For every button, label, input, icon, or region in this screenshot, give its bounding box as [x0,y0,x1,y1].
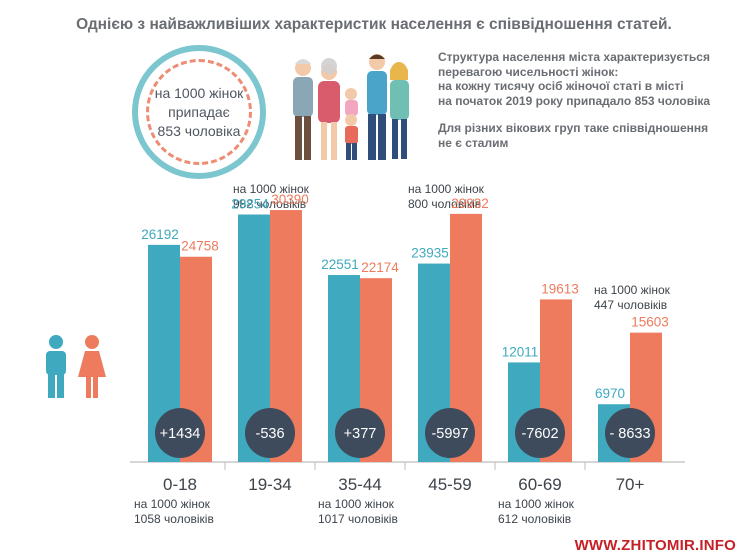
intro-line: Структура населення міста характеризуєть… [438,50,710,64]
ratio-note-line: 982 чоловіків [233,197,307,211]
ratio-note-19-34: на 1000 жінок 982 чоловіків [233,182,309,212]
ratio-note-60-69: на 1000 жінок 612 чоловіків [498,497,574,527]
ratio-note-line: 612 чоловіків [498,512,572,526]
difference-label: +377 [344,426,377,442]
x-axis-tick-label: 45-59 [428,475,471,494]
ratio-note-line: 447 чоловіків [594,298,668,312]
ratio-note-45-59: на 1000 жінок 800 чоловіків [408,182,484,212]
male-figure-icon [46,335,66,398]
ratio-note-line: 800 чоловіків [408,197,482,211]
bar-value-label-men: 12011 [502,344,539,359]
x-axis-tick-label: 0-18 [163,475,197,494]
difference-label: -5997 [431,426,468,442]
ratio-note-line: 1017 чоловіків [318,512,398,526]
bar-value-label-men: 6970 [595,386,625,401]
bar-value-label-men: 29854 [231,197,269,212]
bar-value-label-women: 29932 [451,196,489,211]
intro-line: на початок 2019 року припадало 853 чолов… [438,93,711,108]
difference-circle [335,408,385,458]
bar-value-label-women: 15603 [631,315,669,330]
badge-line-1: на 1000 жінок [154,84,244,101]
badge-line-2: припадає [168,103,230,120]
bar-value-label-men: 22551 [321,257,359,272]
bar-value-label-women: 22174 [361,260,399,275]
ratio-note-line: на 1000 жінок [233,182,309,196]
x-axis-tick-label: 19-34 [248,475,291,494]
difference-circle [155,408,205,458]
difference-circle [425,408,475,458]
intro-line: Для різних вікових груп таке співвідноше… [438,121,709,135]
ratio-note-line: на 1000 жінок [408,182,484,196]
bar-value-label-men: 23935 [411,246,449,261]
badge-line-3: 853 чоловіка [157,122,241,139]
ratio-note-line: на 1000 жінок [134,497,210,511]
ratio-note-line: на 1000 жінок [498,497,574,511]
bar-value-label-women: 30390 [271,192,309,207]
ratio-badge: на 1000 жінок припадає 853 чоловіка [132,45,266,179]
bar-value-label-women: 24758 [181,239,219,254]
x-axis-tick-label: 35-44 [338,475,381,494]
difference-label: - 8633 [609,426,650,442]
intro-line: на кожну тисячу осіб жіночої статі в міс… [438,79,684,93]
intro-text: Структура населення міста характеризуєть… [438,50,738,163]
bar-value-label-men: 26192 [141,227,179,242]
x-axis-tick-label: 60-69 [518,475,561,494]
ratio-note-line: на 1000 жінок [318,497,394,511]
difference-circle [515,408,565,458]
difference-circle [605,408,655,458]
ratio-note-35-44: на 1000 жінок 1017 чоловіків [318,497,398,527]
x-axis-tick-label: 70+ [616,475,645,494]
difference-label: -7602 [521,426,558,442]
intro-line: перевагою чисельності жінок: [438,64,619,79]
ratio-note-line: на 1000 жінок [594,283,670,297]
family-illustration [293,54,409,160]
site-watermark: WWW.ZHITOMIR.INFO [574,537,736,554]
difference-circle [245,408,295,458]
ratio-note-line: 1058 чоловіків [134,512,214,526]
female-figure-icon [78,335,106,398]
page-title: Однією з найважливіших характеристик нас… [76,16,672,33]
intro-line: не є сталим [438,135,509,150]
difference-label: +1434 [160,426,201,442]
bar-value-label-women: 19613 [541,281,579,296]
ratio-note-70-plus: на 1000 жінок 447 чоловіків [594,283,670,313]
ratio-note-0-18: на 1000 жінок 1058 чоловіків [134,497,214,527]
difference-label: -536 [255,426,284,442]
